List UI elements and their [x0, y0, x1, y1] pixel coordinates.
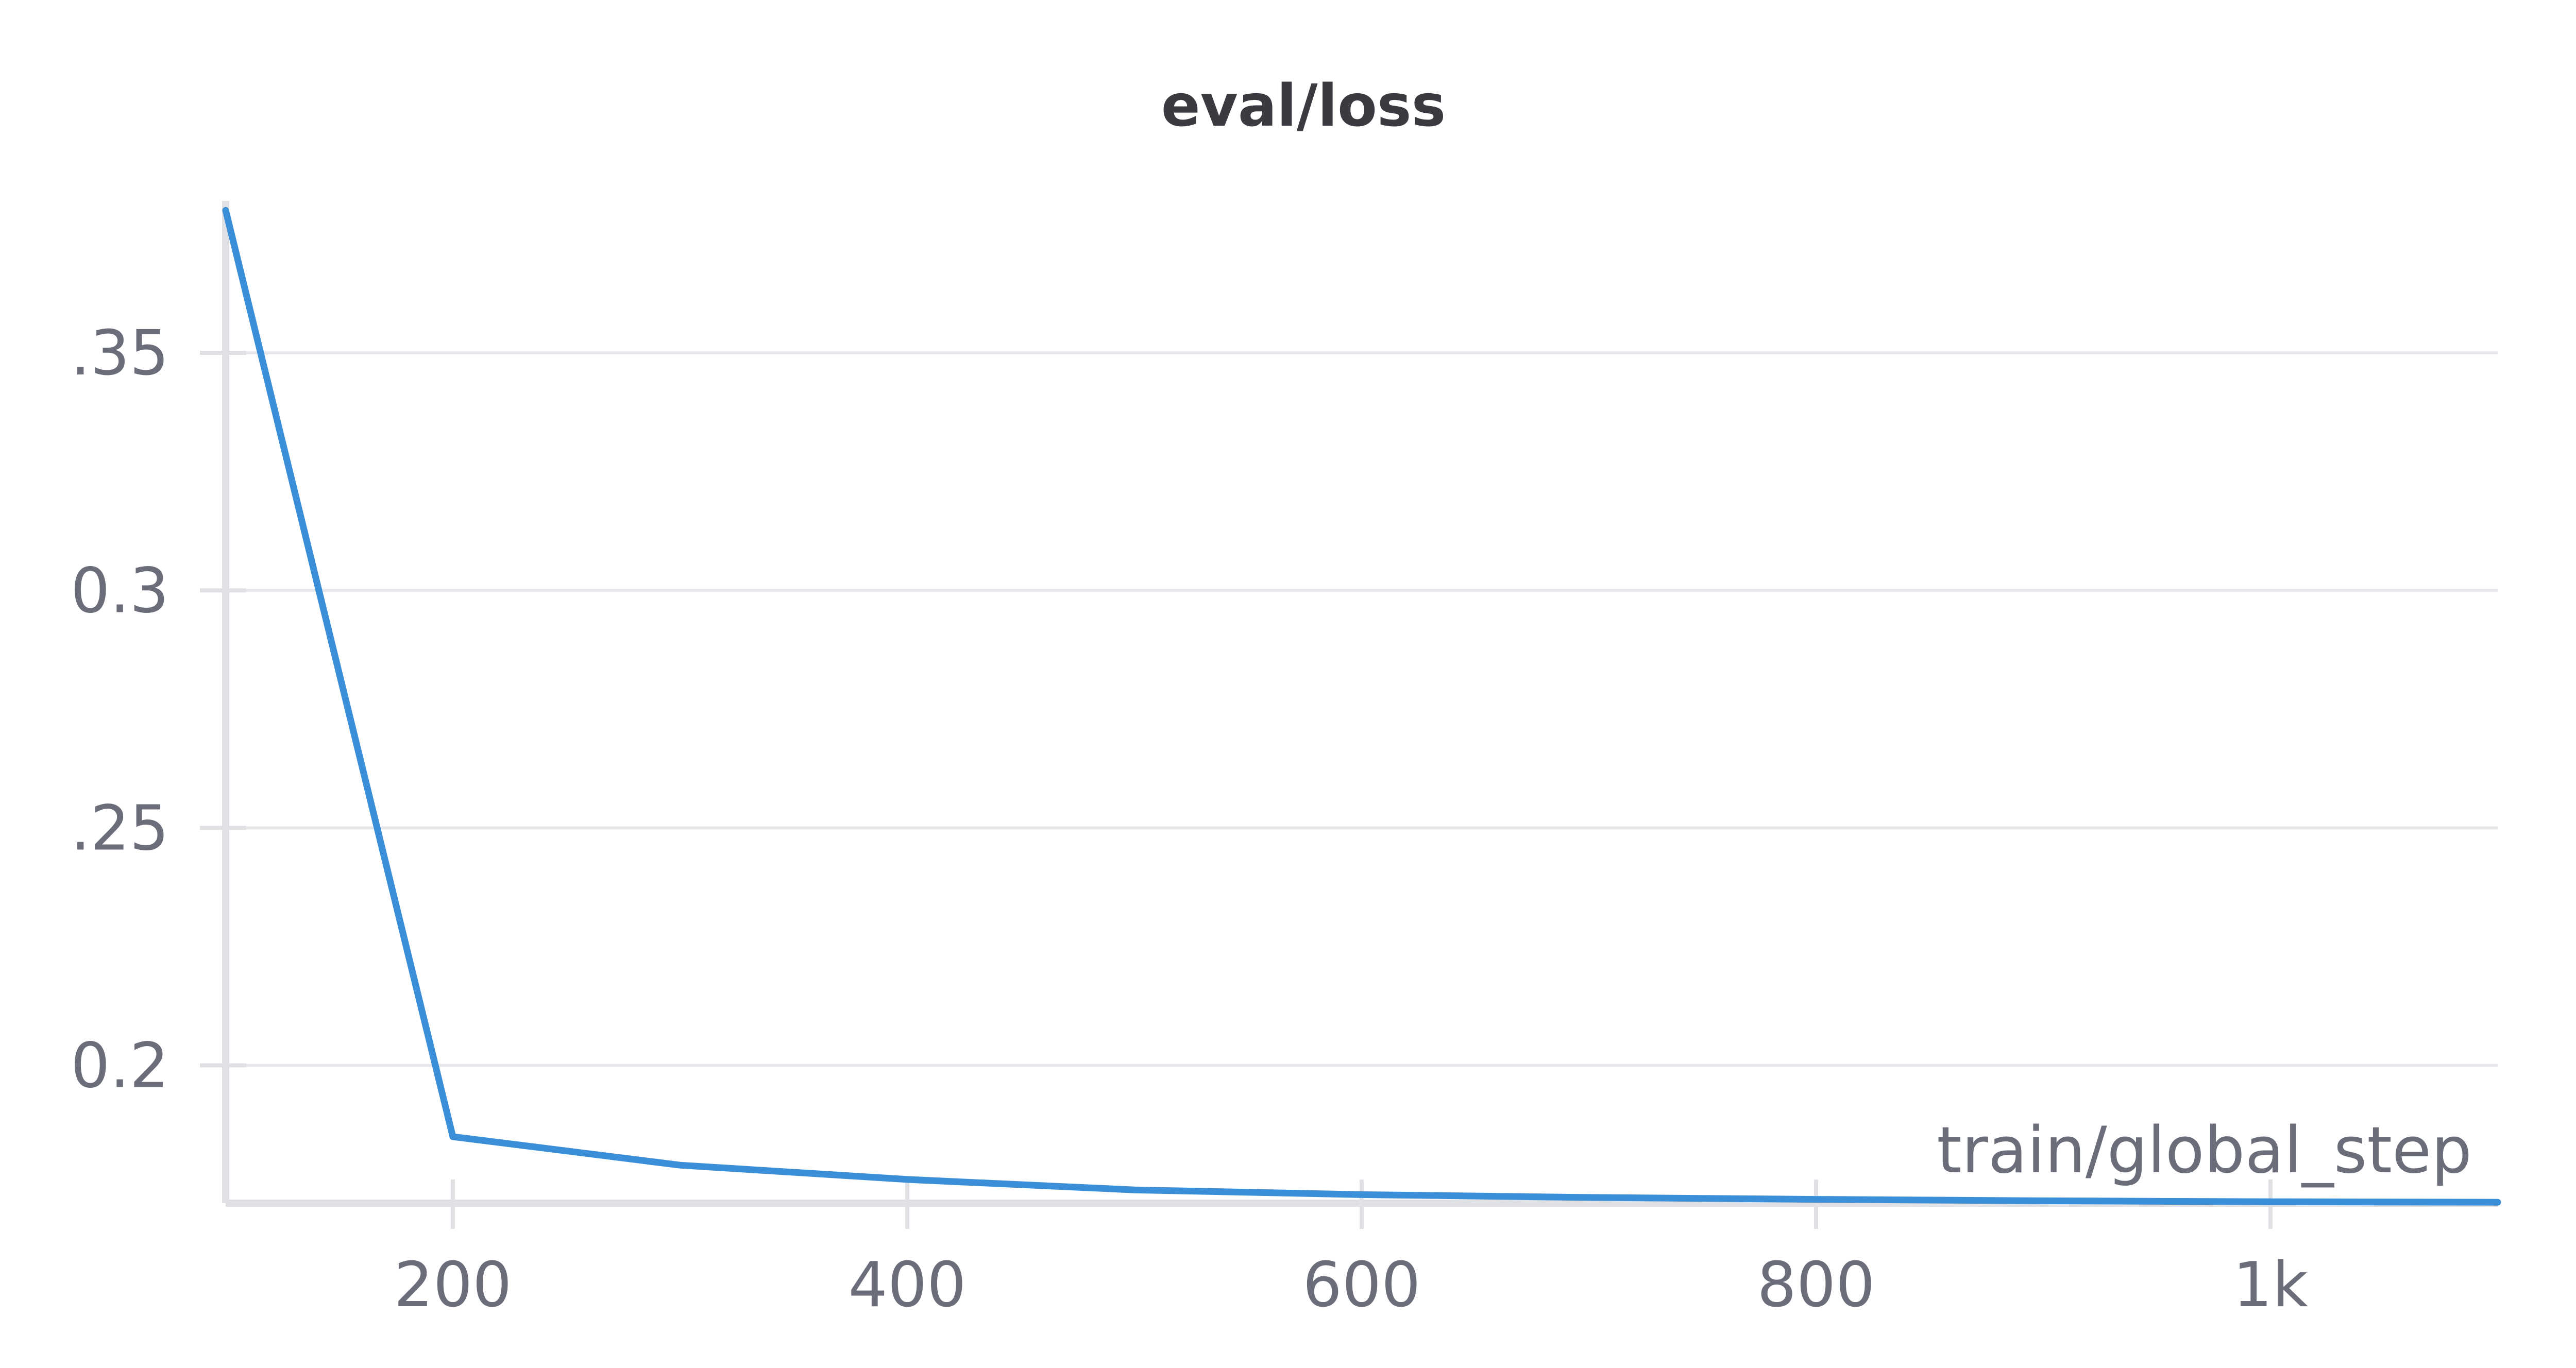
series-line: [222, 207, 2501, 1206]
grid-layer: [226, 351, 2498, 1067]
y-tick-label: .25: [71, 793, 169, 864]
label-layer: 0.2 .25 0.3 .35 200 400 600 800 1k train/global_s…: [71, 318, 2472, 1321]
x-axis-label: train/global_step: [1937, 1114, 2472, 1188]
x-tick-label: 1k: [2233, 1250, 2308, 1321]
x-tick-label: 800: [1757, 1250, 1875, 1321]
series-layer: [222, 207, 2501, 1206]
y-tick-label: 0.3: [71, 555, 169, 627]
x-tick-label: 200: [394, 1250, 512, 1321]
y-tick-label: 0.2: [71, 1031, 169, 1102]
x-tick-label: 600: [1302, 1250, 1420, 1321]
chart-title: eval/loss: [1161, 73, 1446, 140]
x-tick-label: 400: [848, 1250, 966, 1321]
y-tick-label: .35: [71, 318, 169, 389]
